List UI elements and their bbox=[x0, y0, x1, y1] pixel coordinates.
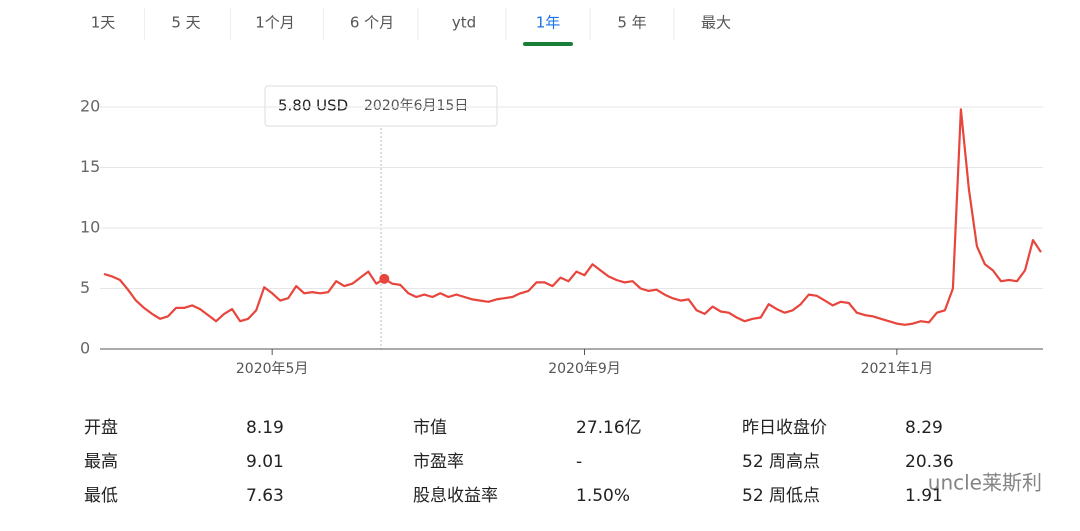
stat-label: 最低 bbox=[84, 486, 118, 506]
stat-value: - bbox=[576, 452, 582, 472]
stat-value: 7.63 bbox=[246, 486, 284, 506]
stat-label: 股息收益率 bbox=[413, 486, 498, 506]
stat-label: 市盈率 bbox=[413, 452, 464, 472]
tooltip-date: 2020年6月15日 bbox=[364, 98, 468, 114]
stat-label: 昨日收盘价 bbox=[742, 418, 827, 438]
stat-value: 1.50% bbox=[576, 486, 630, 506]
watermark: uncle莱斯利 bbox=[928, 471, 1042, 495]
y-tick-label: 10 bbox=[80, 218, 100, 237]
y-tick-label: 5 bbox=[80, 278, 90, 297]
tab[interactable]: 最大 bbox=[701, 14, 731, 32]
x-tick-label: 2020年9月 bbox=[548, 361, 621, 377]
stat-label: 市值 bbox=[413, 418, 447, 438]
tab[interactable]: 5 天 bbox=[171, 14, 200, 32]
stat-label: 开盘 bbox=[84, 418, 118, 438]
x-tick-label: 2020年5月 bbox=[236, 361, 309, 377]
tab[interactable]: 6 个月 bbox=[350, 14, 394, 32]
tab[interactable]: 1年 bbox=[536, 14, 561, 32]
y-tick-label: 20 bbox=[80, 97, 100, 116]
stat-label: 最高 bbox=[84, 452, 118, 472]
stat-value: 8.29 bbox=[905, 418, 943, 438]
tooltip-price: 5.80 USD bbox=[278, 97, 348, 115]
tab-indicator bbox=[523, 42, 573, 46]
stat-label: 52 周高点 bbox=[742, 452, 820, 472]
stat-value: 8.19 bbox=[246, 418, 284, 438]
tooltip-box bbox=[264, 85, 498, 127]
stat-value: 27.16亿 bbox=[576, 418, 642, 438]
price-line bbox=[103, 108, 1042, 326]
stat-value: 20.36 bbox=[905, 452, 954, 472]
stat-value: 1.91 bbox=[905, 486, 943, 506]
tab[interactable]: 1天 bbox=[91, 14, 116, 32]
stat-value: 9.01 bbox=[246, 452, 284, 472]
stat-label: 52 周低点 bbox=[742, 486, 820, 506]
y-tick-label: 0 bbox=[80, 339, 90, 358]
tab[interactable]: 1个月 bbox=[255, 14, 295, 32]
tab[interactable]: ytd bbox=[452, 14, 476, 32]
x-tick-label: 2021年1月 bbox=[861, 361, 934, 377]
y-tick-label: 15 bbox=[80, 157, 100, 176]
tab[interactable]: 5 年 bbox=[617, 14, 646, 32]
hover-point bbox=[379, 273, 390, 284]
